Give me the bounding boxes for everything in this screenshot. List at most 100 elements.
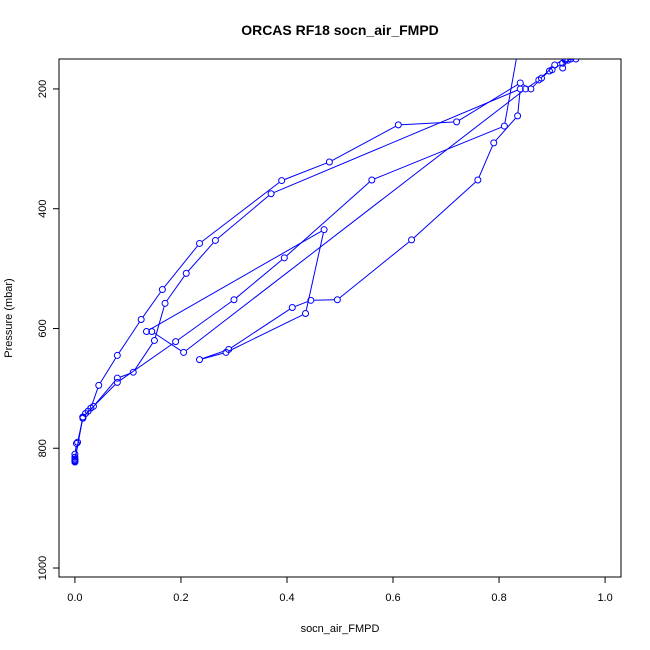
data-point [551, 61, 559, 69]
series-segment [413, 181, 476, 239]
data-point [180, 348, 188, 356]
data-point [142, 327, 150, 335]
series-segment [163, 245, 199, 288]
data-point [515, 49, 521, 55]
series-segment [401, 121, 454, 126]
data-point [113, 378, 121, 386]
data-point [307, 296, 315, 304]
data-point [222, 348, 230, 356]
data-point [490, 139, 498, 147]
chart-title: ORCAS RF18 socn_air_FMPD [241, 22, 439, 38]
series-segment [185, 90, 524, 351]
series-segment [542, 42, 555, 44]
data-point [572, 59, 580, 63]
series-segment [478, 145, 494, 178]
data-point [559, 64, 567, 72]
data-point [150, 336, 158, 344]
data-point [535, 76, 543, 84]
data-point [89, 402, 97, 410]
data-point [161, 299, 169, 307]
data-point [113, 374, 121, 382]
data-point [278, 177, 286, 185]
y-tick-label: 200 [37, 80, 49, 98]
series-segment [201, 181, 280, 243]
series-layer [71, 38, 584, 466]
data-point [137, 315, 145, 323]
data-point [302, 310, 310, 318]
series-segment [202, 352, 224, 360]
series-segment [118, 321, 140, 354]
series-segment [99, 357, 117, 384]
data-point [453, 118, 461, 126]
data-point [576, 44, 582, 50]
data-point [172, 338, 180, 346]
data-point [71, 457, 79, 465]
data-point [74, 438, 82, 446]
x-tick-label: 0.4 [279, 592, 294, 604]
series-segment [273, 89, 518, 194]
series-segment [154, 332, 182, 352]
plot-frame [58, 58, 622, 578]
data-point [320, 226, 328, 234]
series-segment [166, 275, 185, 302]
series-segment [230, 308, 291, 349]
y-tick-label: 800 [37, 439, 49, 457]
series-segment [228, 314, 304, 352]
data-point [333, 296, 341, 304]
data-point [527, 85, 535, 93]
data-point [394, 121, 402, 129]
y-axis: 200 400 600 800 1000 [37, 80, 59, 580]
series-segment [134, 342, 154, 370]
data-point [267, 190, 275, 198]
data-point [566, 59, 570, 60]
data-point [500, 122, 508, 130]
series-segment [520, 42, 536, 50]
series-segment [74, 446, 77, 452]
series-segment [142, 291, 162, 318]
series-segment [177, 301, 232, 341]
data-point [514, 112, 522, 120]
x-tick-label: 0.0 [67, 592, 82, 604]
series-segment [517, 91, 521, 113]
series-segment [284, 162, 327, 180]
series-segment [187, 242, 214, 272]
data-point [148, 327, 156, 335]
y-tick-label: 1000 [37, 556, 49, 580]
data-point [288, 304, 296, 312]
x-axis-label: socn_air_FMPD [301, 623, 380, 635]
data-point [368, 176, 376, 184]
data-point [211, 236, 219, 244]
data-point [578, 38, 584, 44]
y-axis-label: Pressure (mbar) [3, 278, 15, 357]
series-segment [532, 79, 540, 88]
data-point [196, 356, 203, 364]
data-point [72, 439, 80, 447]
data-point [566, 59, 570, 60]
data-point [158, 286, 166, 294]
series-segment [563, 61, 565, 66]
x-axis: 0.0 0.2 0.4 0.6 0.8 1.0 [67, 577, 613, 604]
series-segment [91, 388, 99, 406]
data-point [182, 269, 190, 277]
series-segment [570, 49, 576, 54]
data-point [574, 59, 578, 60]
data-point [113, 351, 121, 359]
x-tick-label: 0.6 [385, 592, 400, 604]
series-segment [95, 380, 116, 405]
data-point [196, 239, 203, 247]
x-tick-label: 1.0 [597, 592, 612, 604]
series-segment [294, 300, 309, 307]
x-tick-label: 0.2 [173, 592, 188, 604]
data-point [280, 254, 288, 262]
data-point [516, 85, 524, 93]
y-tick-label: 600 [37, 319, 49, 337]
data-point [564, 59, 572, 64]
data-point [554, 41, 560, 47]
data-point [474, 176, 482, 184]
series-segment [560, 46, 563, 48]
series-segment [119, 342, 174, 382]
data-point [516, 79, 524, 87]
x-tick-label: 0.8 [491, 592, 506, 604]
data-point [129, 368, 137, 376]
